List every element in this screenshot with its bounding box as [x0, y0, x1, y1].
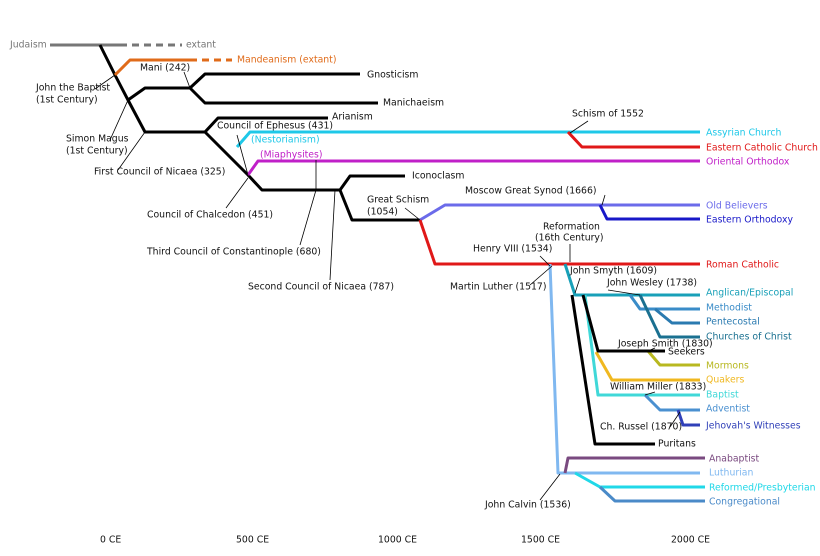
- label: (Nestorianism): [251, 135, 320, 146]
- label: Puritans: [658, 439, 696, 450]
- axis-label: 1000 CE: [378, 535, 417, 546]
- label: Eastern Orthodoxy: [706, 215, 793, 226]
- label: Mormons: [706, 361, 749, 372]
- label: Pentecostal: [706, 317, 760, 328]
- branch: [418, 219, 700, 266]
- label: Anglican/Episcopal: [706, 288, 793, 299]
- label: Oriental Orthodox: [706, 157, 790, 168]
- label: Council of Ephesus (431): [217, 121, 333, 132]
- label: Council of Chalcedon (451): [147, 210, 273, 221]
- leaders: [94, 71, 681, 501]
- branch: [235, 130, 700, 148]
- label: William Miller (1833): [610, 382, 706, 393]
- label: Eastern Catholic Church: [706, 143, 818, 154]
- label: Jehovah's Witnesses: [705, 421, 801, 432]
- branch: [594, 351, 700, 382]
- label: Seekers: [668, 347, 705, 358]
- branch: [113, 58, 190, 77]
- label: Third Council of Constantinople (680): [146, 247, 321, 258]
- branch: [643, 393, 700, 412]
- branch: [598, 204, 700, 221]
- branch: [563, 456, 705, 474]
- label: (1054): [367, 207, 398, 218]
- label: (16th Century): [535, 233, 604, 244]
- branch: [574, 471, 705, 489]
- label: Joseph Smith (1830): [617, 339, 713, 350]
- label: Roman Catholic: [706, 260, 779, 271]
- axis-label: 500 CE: [236, 535, 269, 546]
- label: Old Believers: [706, 201, 768, 212]
- branch: [638, 294, 700, 339]
- label: Anabaptist: [709, 454, 760, 465]
- branch: [548, 263, 700, 475]
- label: Manichaeism: [383, 98, 444, 109]
- label: Reformed/Presbyterian: [709, 483, 816, 494]
- label: Moscow Great Synod (1666): [465, 186, 597, 197]
- label: John the Baptist: [35, 83, 110, 94]
- branch: [566, 130, 700, 149]
- label: Adventist: [706, 404, 750, 415]
- label: Quakers: [706, 375, 745, 386]
- label: Luthurian: [709, 468, 753, 479]
- label: Great Schism: [367, 195, 429, 206]
- branch: [98, 44, 420, 222]
- label: John Smyth (1609): [569, 266, 657, 277]
- label: Schism of 1552: [572, 109, 644, 120]
- leader-line: [94, 71, 681, 501]
- branches: [50, 43, 705, 503]
- branch: [419, 203, 700, 222]
- label: Churches of Christ: [706, 332, 792, 343]
- branch: [570, 294, 665, 446]
- label: First Council of Nicaea (325): [94, 167, 225, 178]
- label: Mandeanism (extant): [237, 55, 336, 66]
- label: Second Council of Nicaea (787): [248, 282, 394, 293]
- label: Mani (242): [140, 63, 190, 74]
- label: Reformation: [543, 222, 600, 233]
- label: Ch. Russel (1870): [600, 422, 682, 433]
- branch: [654, 307, 700, 325]
- label: (1st Century): [36, 95, 98, 106]
- label: Arianism: [332, 112, 373, 123]
- label: Baptist: [706, 390, 739, 401]
- label: Gnosticism: [367, 70, 418, 81]
- label: Methodist: [706, 303, 752, 314]
- label: Simon Magus: [66, 134, 129, 145]
- label: Martin Luther (1517): [450, 282, 546, 293]
- label: extant: [186, 40, 216, 51]
- branch: [646, 350, 700, 367]
- labels: Judaism extant Mandeanism (extant) Mani (24…: [9, 40, 818, 511]
- label: (Miaphysites): [260, 150, 323, 161]
- axis-label: 0 CE: [100, 535, 121, 546]
- label: Iconoclasm: [412, 171, 464, 182]
- label: Assyrian Church: [706, 128, 782, 139]
- branch: [676, 409, 700, 427]
- label: Judaism: [9, 40, 47, 51]
- label: John Calvin (1536): [484, 500, 571, 511]
- branch: [628, 294, 700, 311]
- label: Congregational: [709, 497, 780, 508]
- label: John Wesley (1738): [606, 278, 697, 289]
- branch: [598, 485, 705, 503]
- axis-label: 2000 CE: [671, 535, 710, 546]
- branch: [583, 294, 700, 397]
- branch: [246, 159, 700, 176]
- branch: [563, 263, 700, 297]
- time-axis: 0 CE 500 CE 1000 CE 1500 CE 2000 CE: [100, 535, 710, 546]
- label: (1st Century): [66, 146, 128, 157]
- axis-label: 1500 CE: [521, 535, 560, 546]
- label: Henry VIII (1534): [473, 244, 552, 255]
